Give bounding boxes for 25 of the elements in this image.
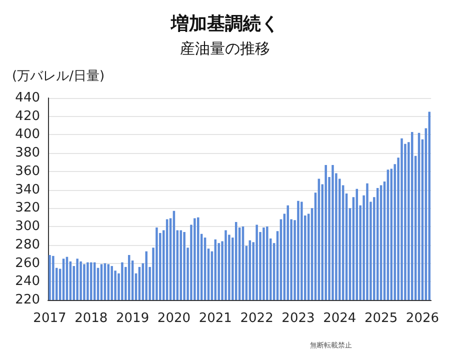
chart-title: 増加基調続く bbox=[170, 12, 279, 34]
x-tick-label: 2020 bbox=[157, 311, 191, 326]
y-tick-label: 400 bbox=[15, 127, 40, 142]
chart-subtitle: 産油量の推移 bbox=[180, 40, 270, 58]
y-tick-label: 260 bbox=[15, 256, 40, 271]
x-tick-label: 2017 bbox=[33, 311, 66, 326]
x-tick-label: 2021 bbox=[198, 311, 232, 326]
x-tick-label: 2022 bbox=[240, 311, 274, 326]
x-tick-label: 2025 bbox=[364, 311, 398, 326]
y-tick-label: 380 bbox=[15, 146, 40, 161]
y-tick-label: 320 bbox=[15, 200, 40, 216]
x-tick-label: 2023 bbox=[282, 311, 315, 326]
y-tick-label: 420 bbox=[15, 108, 40, 124]
y-tick-label: 440 bbox=[15, 90, 40, 106]
y-tick-label: 360 bbox=[15, 164, 40, 179]
y-axis-title: (万バレル/日量) bbox=[12, 69, 105, 84]
y-tick-label: 280 bbox=[15, 237, 40, 252]
y-tick-label: 220 bbox=[15, 292, 40, 308]
y-tick-label: 240 bbox=[15, 274, 40, 290]
y-tick-label: 340 bbox=[15, 182, 40, 198]
x-tick-label: 2019 bbox=[116, 311, 150, 326]
x-tick-label: 2026 bbox=[406, 311, 440, 326]
y-tick-label: 300 bbox=[15, 219, 40, 234]
x-tick-label: 2024 bbox=[323, 311, 356, 326]
x-tick-label: 2018 bbox=[74, 311, 108, 326]
